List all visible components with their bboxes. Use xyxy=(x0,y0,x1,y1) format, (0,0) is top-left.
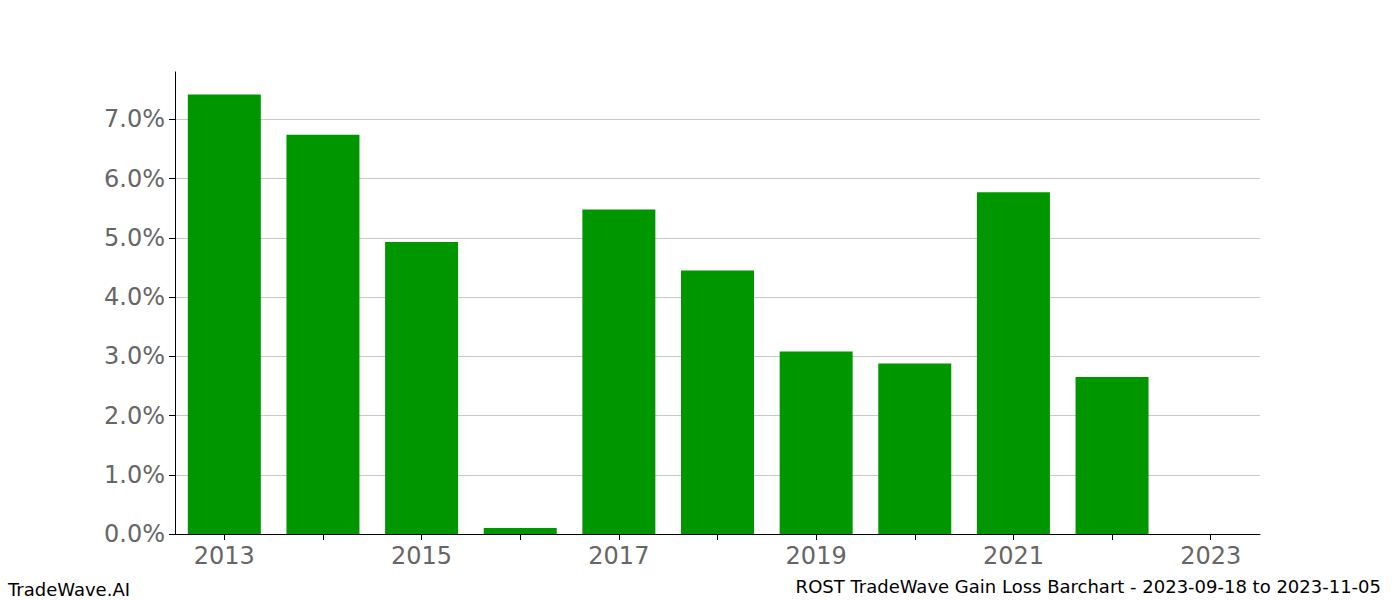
svg-text:2023: 2023 xyxy=(1180,542,1241,570)
svg-text:2.0%: 2.0% xyxy=(104,402,165,430)
svg-text:ROST TradeWave Gain Loss Barch: ROST TradeWave Gain Loss Barchart - 2023… xyxy=(796,576,1381,597)
svg-text:7.0%: 7.0% xyxy=(104,105,165,133)
svg-text:2015: 2015 xyxy=(391,542,452,570)
svg-text:0.0%: 0.0% xyxy=(104,520,165,548)
svg-text:TradeWave.AI: TradeWave.AI xyxy=(7,579,130,600)
svg-text:2017: 2017 xyxy=(588,542,649,570)
svg-text:3.0%: 3.0% xyxy=(104,342,165,370)
svg-text:2019: 2019 xyxy=(786,542,847,570)
svg-text:4.0%: 4.0% xyxy=(104,283,165,311)
svg-text:2013: 2013 xyxy=(194,542,255,570)
svg-text:5.0%: 5.0% xyxy=(104,224,165,252)
svg-text:6.0%: 6.0% xyxy=(104,165,165,193)
svg-text:1.0%: 1.0% xyxy=(104,461,165,489)
svg-text:2021: 2021 xyxy=(983,542,1044,570)
